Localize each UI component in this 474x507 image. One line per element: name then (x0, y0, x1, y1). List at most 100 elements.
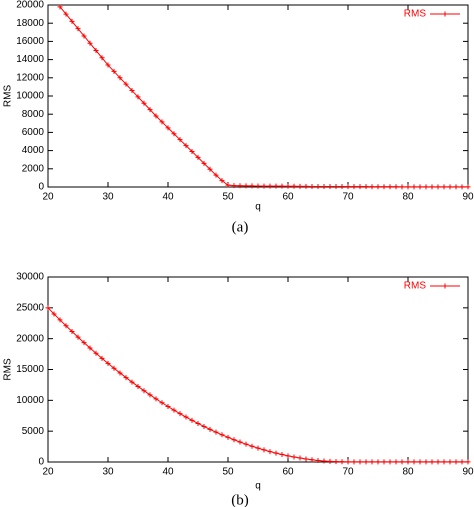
point-marker (99, 55, 105, 61)
y-tick-label: 14000 (16, 54, 44, 65)
point-marker (231, 437, 237, 443)
y-tick-label: 0 (38, 182, 44, 193)
point-marker (369, 459, 375, 465)
point-marker (117, 370, 123, 376)
point-marker (135, 94, 141, 100)
caption: (a) (232, 219, 249, 235)
point-marker (309, 183, 315, 189)
y-tick-label: 6000 (22, 127, 45, 138)
point-marker (225, 182, 231, 188)
point-marker (111, 365, 117, 371)
point-marker (45, 305, 51, 311)
point-marker (357, 184, 363, 190)
point-marker (147, 107, 153, 113)
point-marker (93, 350, 99, 356)
plot-frame (47, 276, 469, 463)
point-marker (291, 183, 297, 189)
point-marker (267, 449, 273, 455)
x-tick-label: 80 (402, 467, 414, 478)
point-marker (273, 450, 279, 456)
x-tick-label: 80 (402, 192, 414, 203)
point-marker (393, 459, 399, 465)
point-marker (57, 317, 63, 323)
point-marker (375, 184, 381, 190)
point-marker (87, 345, 93, 351)
point-marker (159, 400, 165, 406)
x-tick-label: 50 (222, 467, 234, 478)
point-marker (279, 183, 285, 189)
point-marker (273, 183, 279, 189)
x-tick-label: 50 (222, 192, 234, 203)
x-tick-label: 40 (162, 192, 174, 203)
point-marker (183, 143, 189, 149)
point-marker (51, 311, 57, 317)
point-marker (357, 459, 363, 465)
point-marker (141, 388, 147, 394)
point-marker (153, 113, 159, 119)
y-axis-label: RMS (3, 358, 14, 381)
y-tick-label: 0 (38, 457, 44, 468)
point-marker (219, 432, 225, 438)
point-marker (69, 18, 75, 24)
point-marker (303, 456, 309, 462)
y-tick-label: 18000 (16, 18, 44, 29)
point-marker (261, 183, 267, 189)
point-marker (345, 184, 351, 190)
point-marker (315, 183, 321, 189)
point-marker (381, 184, 387, 190)
point-marker (447, 459, 453, 465)
point-marker (189, 417, 195, 423)
point-marker (303, 183, 309, 189)
point-marker (75, 334, 81, 340)
point-marker (207, 166, 213, 172)
point-marker (201, 160, 207, 166)
point-marker (411, 459, 417, 465)
point-marker (429, 459, 435, 465)
point-marker (75, 26, 81, 32)
point-marker (453, 184, 459, 190)
point-marker (417, 459, 423, 465)
point-marker (441, 459, 447, 465)
point-marker (465, 459, 471, 465)
point-marker (117, 75, 123, 81)
point-marker (237, 439, 243, 445)
point-marker (129, 379, 135, 385)
point-marker (387, 184, 393, 190)
point-marker (363, 459, 369, 465)
point-marker (333, 184, 339, 190)
point-marker (81, 340, 87, 346)
point-marker (465, 184, 471, 190)
y-axis-label: RMS (3, 85, 14, 108)
point-marker (393, 184, 399, 190)
point-marker (207, 426, 213, 432)
x-tick-label: 90 (462, 467, 474, 478)
point-marker (267, 183, 273, 189)
series-line (59, 6, 468, 188)
point-marker (309, 457, 315, 463)
point-marker (453, 459, 459, 465)
point-marker (141, 100, 147, 106)
point-marker (423, 459, 429, 465)
point-marker (195, 154, 201, 160)
x-axis-label: q (255, 202, 261, 213)
point-marker (351, 459, 357, 465)
point-marker (189, 149, 195, 155)
point-marker (321, 183, 327, 189)
legend-marker (442, 11, 448, 17)
point-marker (285, 183, 291, 189)
point-marker (285, 453, 291, 459)
point-marker (225, 434, 231, 440)
point-marker (399, 184, 405, 190)
point-marker (297, 455, 303, 461)
series-line (47, 307, 468, 463)
point-marker (171, 407, 177, 413)
point-marker (105, 360, 111, 366)
point-marker (387, 459, 393, 465)
x-tick-label: 20 (42, 192, 54, 203)
point-marker (153, 396, 159, 402)
point-marker (327, 458, 333, 464)
point-marker (213, 172, 219, 178)
y-tick-label: 25000 (16, 302, 44, 313)
